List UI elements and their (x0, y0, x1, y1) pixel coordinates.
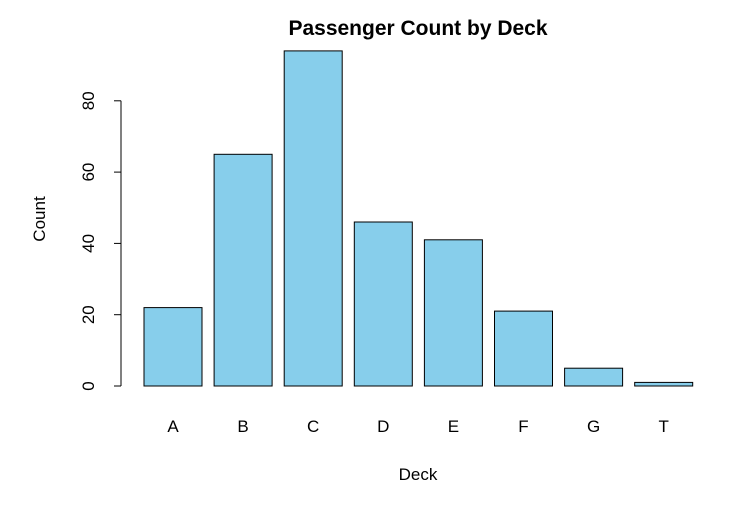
bar-B (213, 153, 273, 387)
chart-title: Passenger Count by Deck (288, 17, 547, 40)
y-tick-label-80: 80 (79, 91, 98, 110)
bar-G (564, 367, 624, 387)
bars (143, 50, 694, 387)
x-tick-label-F: F (518, 417, 528, 436)
bar-A (143, 307, 203, 387)
x-axis-label: Deck (399, 465, 438, 484)
bar-D (353, 221, 413, 387)
x-tick-label-A: A (167, 417, 179, 436)
x-tick-label-E: E (448, 417, 459, 436)
y-tick-label-40: 40 (79, 234, 98, 253)
bar-T (634, 381, 694, 387)
x-tick-label-B: B (237, 417, 248, 436)
x-tick-label-T: T (659, 417, 669, 436)
y-axis: 0 20 40 60 80 (79, 91, 122, 391)
y-tick-label-0: 0 (79, 381, 98, 390)
bar-E (423, 239, 483, 387)
bar-F (494, 310, 553, 387)
y-axis-label: Count (30, 196, 49, 242)
x-tick-label-C: C (307, 417, 319, 436)
bar-C (283, 50, 343, 387)
y-tick-label-60: 60 (79, 163, 98, 182)
x-tick-label-G: G (587, 417, 600, 436)
x-tick-label-D: D (377, 417, 389, 436)
y-tick-label-20: 20 (79, 305, 98, 324)
